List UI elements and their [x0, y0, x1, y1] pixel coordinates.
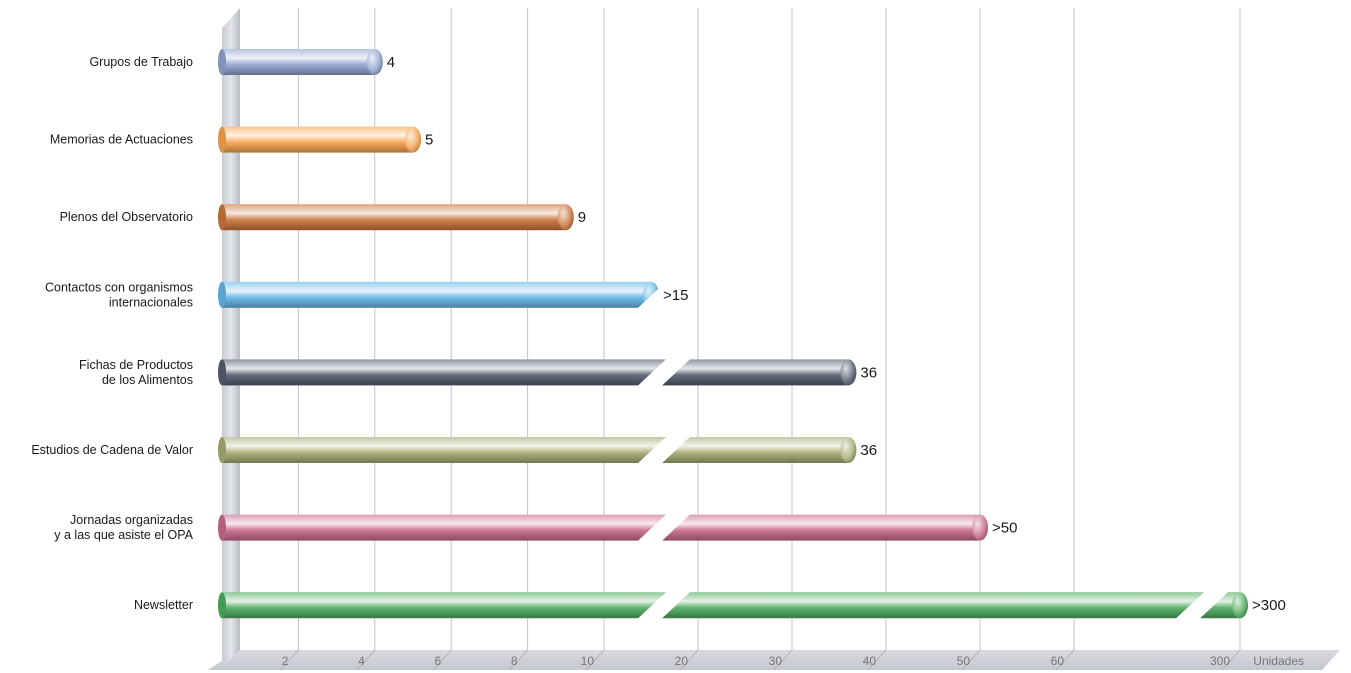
- chart-wall: [222, 8, 240, 668]
- x-tick-label: 40: [863, 654, 877, 668]
- bar-body: [222, 592, 1240, 619]
- bar-start-cap: [218, 281, 226, 308]
- bar-end-cap: [840, 359, 857, 386]
- bar-end-cap: [972, 514, 988, 541]
- floor-gridline: [1221, 649, 1241, 671]
- axis-break-cut: [636, 590, 692, 621]
- bar-body: [222, 437, 849, 463]
- bar-value-label: >50: [992, 520, 1017, 537]
- axis-break-cut: [636, 512, 692, 543]
- category-label: Plenos del Observatorio: [60, 210, 193, 224]
- axis-break-cut: [636, 435, 692, 465]
- bar-body: [222, 49, 375, 75]
- bar-start-cap: [218, 592, 226, 619]
- bar-body: [222, 204, 566, 231]
- bar-start-cap: [218, 49, 226, 75]
- bar-end-cap: [1232, 592, 1248, 619]
- bar-value-label: 4: [387, 54, 395, 71]
- axis-break-cut: [636, 357, 692, 388]
- x-tick-label: 60: [1051, 654, 1065, 668]
- bar: [218, 49, 383, 75]
- bar-value-label: >15: [663, 287, 688, 304]
- x-tick-label: 2: [282, 654, 289, 668]
- labels: 2 4 6 8 10 20 30 40 50 60 300 Unidades 4 Grupos de Tr…: [31, 54, 1304, 668]
- axis-break-cut: [636, 279, 692, 310]
- x-tick-label: 20: [675, 654, 689, 668]
- bar-body: [222, 281, 651, 308]
- floor-gridline: [867, 649, 887, 671]
- floor-gridline: [679, 649, 699, 671]
- category-label: Jornadas organizadas: [70, 513, 193, 527]
- bar-start-cap: [218, 359, 226, 386]
- bar-start-cap: [218, 126, 226, 153]
- bar: [218, 590, 1248, 621]
- category-label: Contactos con organismos: [45, 280, 193, 294]
- floor-gridline: [1055, 649, 1075, 671]
- category-label: Grupos de Trabajo: [89, 55, 193, 69]
- category-label: de los Alimentos: [102, 373, 193, 387]
- category-label: Newsletter: [134, 598, 193, 612]
- floor-gridline: [432, 649, 452, 671]
- category-label: Estudios de Cadena de Valor: [31, 443, 193, 457]
- x-tick-label: 50: [957, 654, 971, 668]
- bar-body: [222, 514, 980, 541]
- bar: [218, 357, 857, 388]
- bar: [218, 435, 857, 465]
- x-tick-label: 6: [435, 654, 442, 668]
- bar-body: [222, 126, 413, 153]
- bar: [218, 126, 421, 153]
- gridlines: [280, 8, 1241, 671]
- x-tick-label: 4: [358, 654, 365, 668]
- category-label: Memorias de Actuaciones: [50, 133, 193, 147]
- x-tick-label: 300: [1210, 654, 1230, 668]
- floor-gridline: [356, 649, 376, 671]
- bar-body: [222, 359, 849, 386]
- bars: [218, 49, 1248, 621]
- floor-gridline: [509, 649, 528, 671]
- bar-value-label: 36: [860, 364, 877, 381]
- bar-value-label: 9: [578, 209, 586, 226]
- x-tick-label: 8: [511, 654, 518, 668]
- bar-end-cap: [405, 126, 421, 153]
- bar-start-cap: [218, 204, 226, 231]
- bar: [218, 204, 574, 231]
- floor-gridline: [773, 649, 793, 671]
- x-tick-label: 10: [581, 654, 595, 668]
- bar-end-cap: [840, 437, 857, 463]
- bar-end-cap: [366, 49, 383, 75]
- chart-floor: [208, 650, 1340, 670]
- bar-value-label: 5: [425, 132, 433, 149]
- category-label: Fichas de Productos: [79, 358, 193, 372]
- floor-gridline: [280, 649, 299, 671]
- bar: [218, 279, 692, 310]
- bar-start-cap: [218, 514, 226, 541]
- axis-break-cut: [1174, 590, 1230, 621]
- bar-start-cap: [218, 437, 226, 463]
- x-tick-label: 30: [769, 654, 783, 668]
- bar-value-label: 36: [860, 442, 877, 459]
- category-label: internacionales: [109, 295, 193, 309]
- bar-value-label: >300: [1252, 597, 1286, 614]
- category-label: y a las que asiste el OPA: [54, 528, 193, 542]
- floor-gridline: [961, 649, 981, 671]
- floor-gridline: [585, 649, 605, 671]
- chart-background: [208, 8, 1340, 670]
- bar-end-cap: [557, 204, 574, 231]
- bar: [218, 512, 988, 543]
- x-unit-label: Unidades: [1253, 654, 1304, 668]
